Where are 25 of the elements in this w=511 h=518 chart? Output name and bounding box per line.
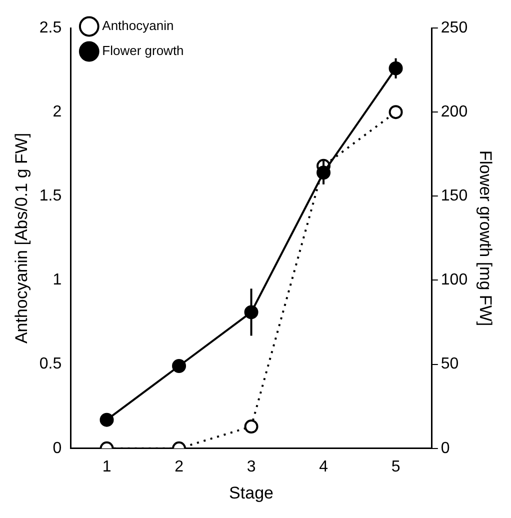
point <box>172 359 186 373</box>
legend-label: Flower growth <box>102 43 184 58</box>
x-tick-label: 1 <box>102 458 112 476</box>
point <box>388 105 403 120</box>
y-tick-label: 0 <box>52 440 62 457</box>
y2-tick-label: 50 <box>440 356 459 373</box>
y-tick-label: 0.5 <box>39 356 62 373</box>
y-tick-label: 1.5 <box>39 188 62 205</box>
y2-tick-label: 150 <box>440 188 468 205</box>
x-tick-label: 2 <box>174 458 184 476</box>
x-tick-label: 4 <box>319 458 328 476</box>
x-tick-label: 5 <box>391 458 400 476</box>
y-tick-label: 2.5 <box>39 19 62 36</box>
y-tick-label: 1 <box>52 272 62 289</box>
y2-tick-label: 250 <box>440 19 468 36</box>
legend-label: Anthocyanin <box>102 18 174 34</box>
y2-tick-label: 200 <box>440 103 468 120</box>
y2-tick-label: 100 <box>440 272 468 289</box>
y2-tick-label: 0 <box>440 440 450 457</box>
x-tick-label: 3 <box>246 458 256 476</box>
y-axis-title: Anthocyanin [Abs/0.1 g FW] <box>12 132 31 344</box>
point <box>100 412 114 427</box>
y-tick-label: 2 <box>52 103 62 120</box>
y2-axis-title: Flower growth [mg FW] <box>476 150 496 326</box>
x-axis-title: Stage <box>229 483 274 502</box>
